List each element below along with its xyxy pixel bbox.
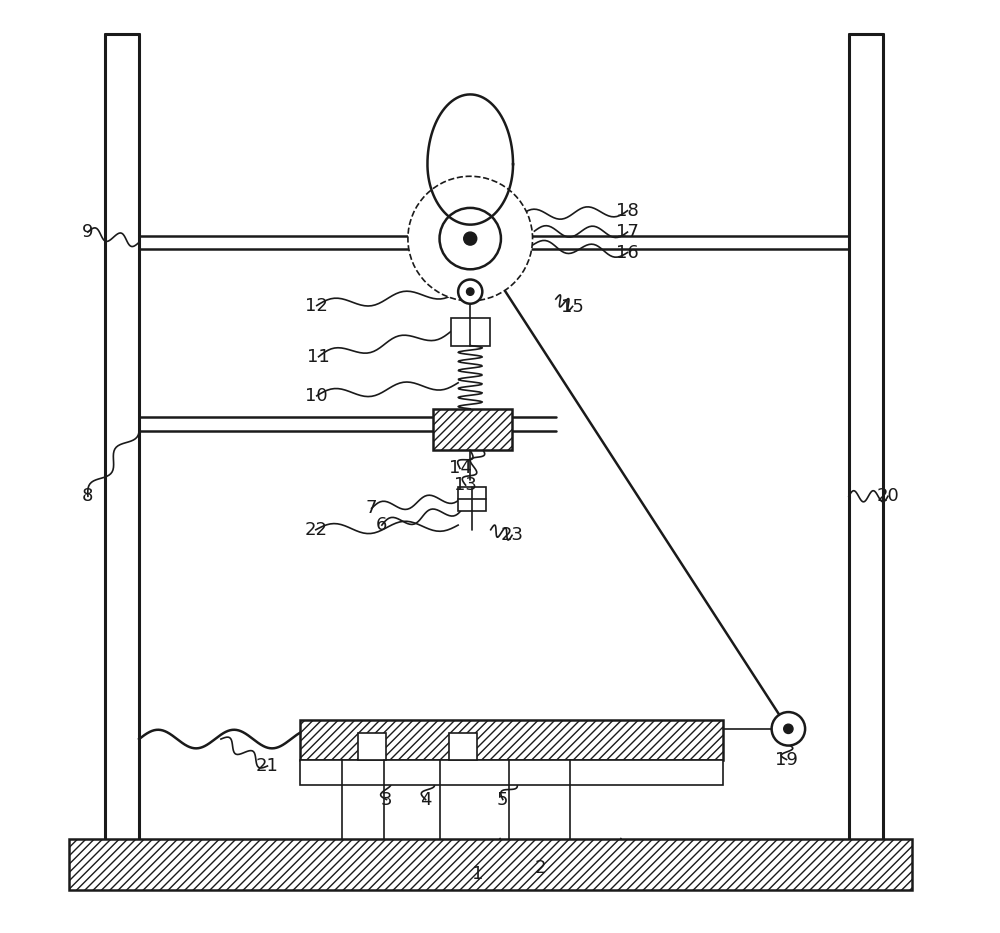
Circle shape — [408, 176, 533, 301]
Text: 12: 12 — [305, 297, 328, 314]
Bar — [433, 409, 512, 450]
Text: 16: 16 — [616, 244, 639, 261]
Bar — [458, 487, 486, 511]
Text: 11: 11 — [307, 348, 330, 366]
Text: 18: 18 — [616, 202, 639, 219]
Text: 10: 10 — [305, 387, 328, 405]
Text: 8: 8 — [82, 487, 94, 506]
Circle shape — [784, 724, 793, 733]
Text: 4: 4 — [420, 790, 431, 809]
Text: 2: 2 — [534, 859, 546, 877]
Bar — [449, 733, 477, 759]
Text: 22: 22 — [304, 521, 327, 538]
Text: 15: 15 — [561, 298, 584, 315]
Bar — [300, 720, 723, 759]
Text: 1: 1 — [472, 865, 483, 883]
Text: 17: 17 — [616, 223, 639, 241]
Text: 7: 7 — [366, 499, 377, 518]
Text: 13: 13 — [454, 476, 477, 494]
Text: 5: 5 — [497, 790, 509, 809]
Bar — [451, 317, 490, 345]
Text: 9: 9 — [82, 223, 94, 241]
Text: 19: 19 — [775, 750, 798, 769]
Text: 20: 20 — [877, 487, 899, 506]
Bar — [358, 733, 386, 759]
Bar — [69, 839, 912, 890]
Circle shape — [772, 712, 805, 745]
Circle shape — [464, 232, 477, 245]
Circle shape — [440, 208, 501, 270]
Text: 23: 23 — [501, 526, 524, 544]
Text: 21: 21 — [256, 757, 279, 775]
Circle shape — [458, 280, 482, 304]
Text: 14: 14 — [449, 459, 471, 478]
Circle shape — [467, 288, 474, 296]
Bar — [300, 759, 723, 785]
Text: 3: 3 — [381, 790, 392, 809]
Text: 6: 6 — [376, 516, 388, 534]
